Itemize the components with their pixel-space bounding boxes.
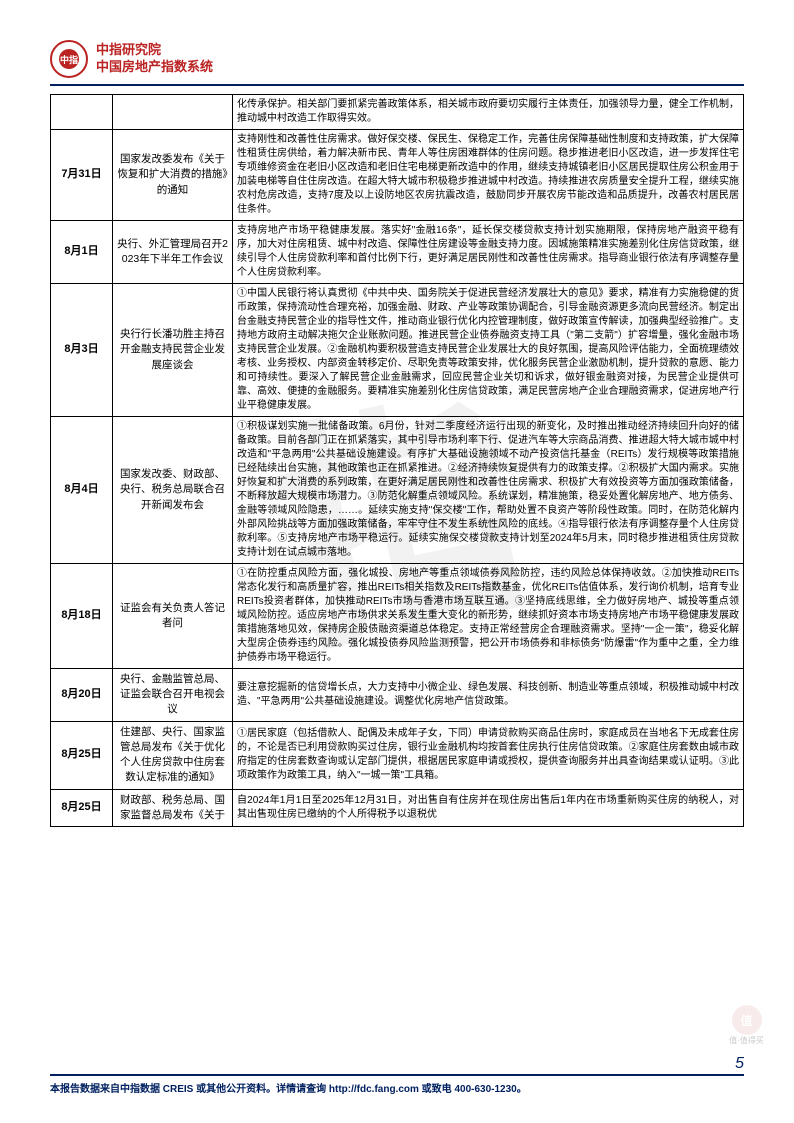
date-cell: 8月20日 bbox=[51, 669, 113, 722]
content-cell: 支持刚性和改善性住房需求。做好保交楼、保民生、保稳定工作，完善住房保障基础性制度… bbox=[233, 130, 744, 221]
logo-text: 中指 bbox=[59, 49, 79, 69]
content-cell: ①居民家庭（包括借款人、配偶及未成年子女，下同）申请贷款购买商品住房时，家庭成员… bbox=[233, 721, 744, 789]
content-cell: ①中国人民银行将认真贯彻《中共中央、国务院关于促进民营经济发展壮大的意见》要求，… bbox=[233, 284, 744, 417]
content-cell: ①在防控重点风险方面，强化城投、房地产等重点领域债券风险防控，违约风险总体保持收… bbox=[233, 564, 744, 669]
table-row: 化传承保护。相关部门要抓紧完善政策体系，相关城市政府要切实履行主体责任，加强领导… bbox=[51, 95, 744, 130]
logo: 中指 bbox=[50, 40, 88, 78]
page-header: 中指 中指研究院 中国房地产指数系统 bbox=[50, 40, 744, 86]
policy-table: 化传承保护。相关部门要抓紧完善政策体系，相关城市政府要切实履行主体责任，加强领导… bbox=[50, 94, 744, 827]
corner-mark-text: 值·值得买 bbox=[729, 1035, 764, 1046]
content-cell: 自2024年1月1日至2025年12月31日，对出售自有住房并在现住房出售后1年… bbox=[233, 789, 744, 826]
date-cell: 7月31日 bbox=[51, 130, 113, 221]
org-cell: 财政部、税务总局、国家监督总局发布《关于 bbox=[113, 789, 233, 826]
date-cell: 8月25日 bbox=[51, 789, 113, 826]
content-cell: 支持房地产市场平稳健康发展。落实好"金融16条"，延长保交楼贷款支持计划实施期限… bbox=[233, 221, 744, 284]
footer-text: 本报告数据来自中指数据 CREIS 或其他公开资料。详情请查询 http://f… bbox=[50, 1080, 527, 1095]
date-cell: 8月1日 bbox=[51, 221, 113, 284]
table-row: 8月3日央行行长潘功胜主持召开金融支持民营企业发展座谈会①中国人民银行将认真贯彻… bbox=[51, 284, 744, 417]
header-line1: 中指研究院 bbox=[96, 42, 213, 59]
table-row: 8月25日财政部、税务总局、国家监督总局发布《关于自2024年1月1日至2025… bbox=[51, 789, 744, 826]
org-cell: 证监会有关负责人答记者问 bbox=[113, 564, 233, 669]
date-cell: 8月18日 bbox=[51, 564, 113, 669]
header-line2: 中国房地产指数系统 bbox=[96, 59, 213, 76]
page-number: 5 bbox=[735, 1055, 744, 1073]
table-row: 8月20日央行、金融监管总局、证监会联合召开电视会议要注意挖掘新的信贷增长点，大… bbox=[51, 669, 744, 722]
org-cell: 央行、外汇管理局召开2023年下半年工作会议 bbox=[113, 221, 233, 284]
date-cell: 8月4日 bbox=[51, 417, 113, 564]
org-cell: 国家发改委发布《关于恢复和扩大消费的措施》的通知 bbox=[113, 130, 233, 221]
org-cell bbox=[113, 95, 233, 130]
org-cell: 住建部、央行、国家监管总局发布《关于优化个人住房贷款中住房套数认定标准的通知》 bbox=[113, 721, 233, 789]
table-row: 8月1日央行、外汇管理局召开2023年下半年工作会议支持房地产市场平稳健康发展。… bbox=[51, 221, 744, 284]
table-row: 7月31日国家发改委发布《关于恢复和扩大消费的措施》的通知支持刚性和改善性住房需… bbox=[51, 130, 744, 221]
date-cell bbox=[51, 95, 113, 130]
org-cell: 央行、金融监管总局、证监会联合召开电视会议 bbox=[113, 669, 233, 722]
table-row: 8月18日证监会有关负责人答记者问①在防控重点风险方面，强化城投、房地产等重点领… bbox=[51, 564, 744, 669]
date-cell: 8月3日 bbox=[51, 284, 113, 417]
content-cell: 化传承保护。相关部门要抓紧完善政策体系，相关城市政府要切实履行主体责任，加强领导… bbox=[233, 95, 744, 130]
content-cell: ①积极谋划实施一批储备政策。6月份，针对二季度经济运行出现的新变化，及时推出推动… bbox=[233, 417, 744, 564]
header-title-block: 中指研究院 中国房地产指数系统 bbox=[96, 42, 213, 76]
table-row: 8月25日住建部、央行、国家监管总局发布《关于优化个人住房贷款中住房套数认定标准… bbox=[51, 721, 744, 789]
page-footer: 本报告数据来自中指数据 CREIS 或其他公开资料。详情请查询 http://f… bbox=[50, 1074, 744, 1095]
table-row: 8月4日国家发改委、财政部、央行、税务总局联合召开新闻发布会①积极谋划实施一批储… bbox=[51, 417, 744, 564]
date-cell: 8月25日 bbox=[51, 721, 113, 789]
content-cell: 要注意挖掘新的信贷增长点，大力支持中小微企业、绿色发展、科技创新、制造业等重点领… bbox=[233, 669, 744, 722]
org-cell: 央行行长潘功胜主持召开金融支持民营企业发展座谈会 bbox=[113, 284, 233, 417]
corner-watermark: 值 值·值得买 bbox=[719, 998, 774, 1053]
org-cell: 国家发改委、财政部、央行、税务总局联合召开新闻发布会 bbox=[113, 417, 233, 564]
